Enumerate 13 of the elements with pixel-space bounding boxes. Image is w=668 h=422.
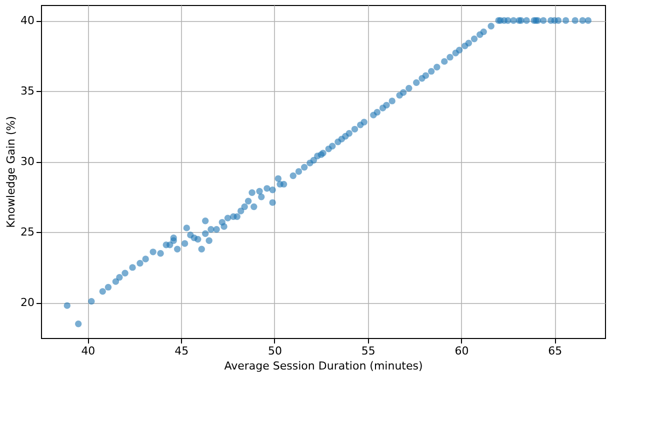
x-tick-label: 40 xyxy=(81,344,96,358)
y-tick-label: 30 xyxy=(20,155,34,168)
x-tick-label: 45 xyxy=(174,344,189,358)
x-axis-title: Average Session Duration (minutes) xyxy=(224,360,423,372)
y-tick-label: 20 xyxy=(20,296,34,310)
x-tick-label: 65 xyxy=(548,344,562,358)
x-tick-label: 60 xyxy=(454,344,469,358)
y-axis-title: Knowledge Gain (%) xyxy=(4,116,18,228)
y-tick-label: 25 xyxy=(20,226,34,239)
x-tick-label: 55 xyxy=(361,344,376,358)
x-tick-label: 50 xyxy=(268,344,282,358)
y-tick-label: 40 xyxy=(20,14,34,28)
y-tick-label: 35 xyxy=(20,84,34,98)
